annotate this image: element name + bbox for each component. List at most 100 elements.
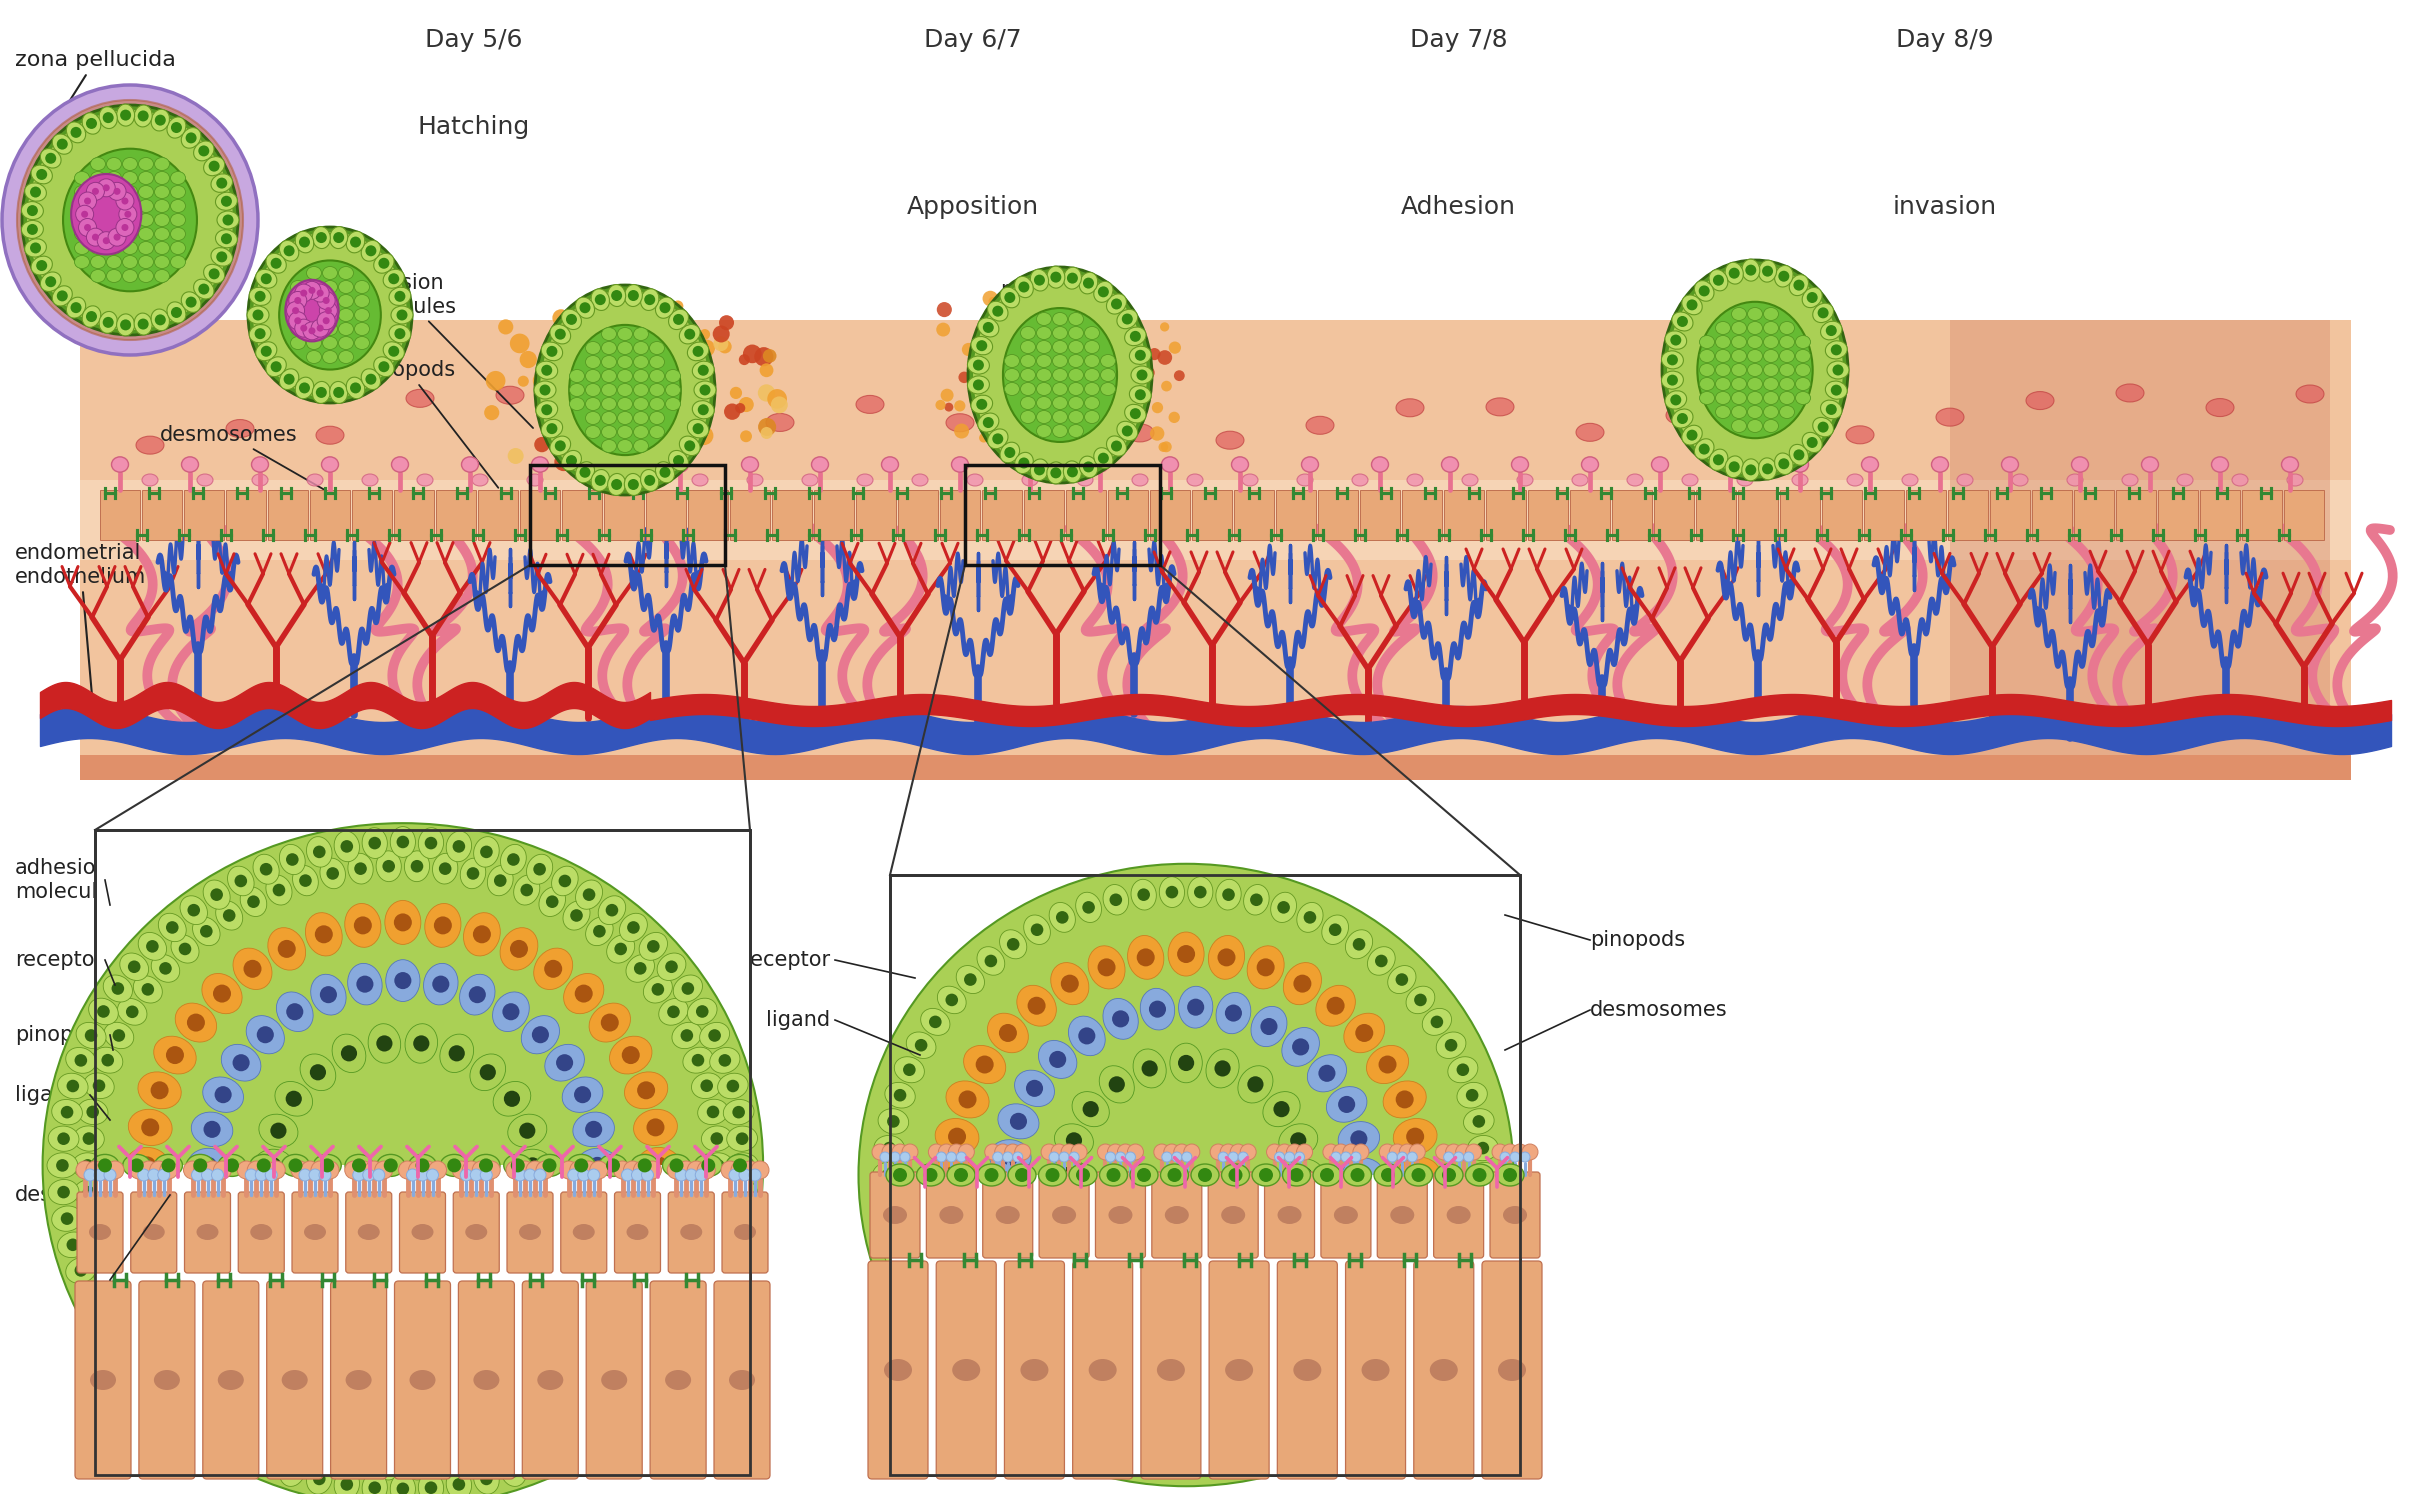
FancyBboxPatch shape [1072, 1261, 1133, 1479]
Ellipse shape [1315, 985, 1356, 1026]
Ellipse shape [1062, 267, 1082, 288]
Ellipse shape [1021, 411, 1036, 423]
Circle shape [972, 356, 987, 372]
FancyBboxPatch shape [1208, 1261, 1269, 1479]
Circle shape [652, 983, 664, 995]
Ellipse shape [617, 426, 632, 439]
FancyBboxPatch shape [185, 1192, 231, 1273]
Bar [2074, 490, 2115, 539]
Circle shape [1522, 1144, 1539, 1159]
Circle shape [1067, 466, 1077, 478]
Circle shape [1303, 911, 1315, 923]
Ellipse shape [951, 457, 968, 472]
FancyBboxPatch shape [78, 1192, 124, 1273]
Circle shape [532, 1026, 549, 1043]
Circle shape [97, 232, 114, 249]
Circle shape [999, 414, 1009, 423]
Circle shape [610, 459, 625, 474]
Circle shape [1354, 1309, 1374, 1327]
Ellipse shape [1164, 1206, 1189, 1224]
Ellipse shape [321, 858, 345, 889]
Ellipse shape [139, 1370, 168, 1398]
Circle shape [255, 291, 265, 302]
Ellipse shape [542, 342, 562, 360]
Ellipse shape [139, 157, 153, 170]
Ellipse shape [1023, 1406, 1050, 1436]
Ellipse shape [70, 173, 141, 254]
Ellipse shape [644, 976, 673, 1002]
Circle shape [549, 1174, 571, 1198]
Bar [1570, 490, 1609, 539]
Ellipse shape [139, 185, 153, 199]
Ellipse shape [1179, 986, 1213, 1028]
Circle shape [634, 962, 647, 974]
Ellipse shape [649, 369, 664, 382]
Ellipse shape [625, 1071, 669, 1109]
Ellipse shape [588, 1289, 630, 1328]
Ellipse shape [289, 323, 306, 336]
Ellipse shape [977, 412, 999, 432]
Ellipse shape [1682, 474, 1697, 486]
Circle shape [418, 1161, 438, 1179]
Ellipse shape [537, 1370, 564, 1389]
Circle shape [309, 1064, 326, 1080]
Ellipse shape [598, 1155, 627, 1176]
Ellipse shape [1758, 457, 1777, 480]
Circle shape [170, 123, 182, 133]
Circle shape [1082, 1233, 1099, 1249]
Ellipse shape [1130, 1440, 1157, 1470]
Bar [1485, 490, 1527, 539]
Circle shape [1164, 1452, 1179, 1464]
Ellipse shape [1797, 391, 1811, 405]
Circle shape [287, 853, 299, 867]
Ellipse shape [306, 336, 321, 350]
Circle shape [698, 405, 710, 415]
Ellipse shape [987, 1297, 1028, 1337]
Ellipse shape [486, 1436, 513, 1466]
Circle shape [1415, 1343, 1427, 1357]
Circle shape [316, 312, 335, 330]
Ellipse shape [1247, 946, 1284, 989]
Circle shape [1352, 1152, 1361, 1162]
Ellipse shape [1313, 1164, 1342, 1186]
Ellipse shape [1094, 448, 1113, 469]
Circle shape [1050, 1152, 1060, 1162]
Circle shape [396, 835, 408, 849]
Text: pinopods: pinopods [360, 360, 498, 489]
Circle shape [1305, 1183, 1327, 1206]
Ellipse shape [1762, 321, 1779, 335]
Ellipse shape [267, 928, 306, 970]
Circle shape [297, 1183, 314, 1200]
Circle shape [552, 309, 569, 327]
Ellipse shape [513, 875, 540, 905]
Ellipse shape [639, 932, 669, 961]
Circle shape [1395, 1364, 1408, 1377]
Ellipse shape [88, 1306, 119, 1333]
Circle shape [1116, 1152, 1126, 1162]
Ellipse shape [107, 227, 122, 241]
FancyBboxPatch shape [1096, 1171, 1145, 1258]
Ellipse shape [2232, 474, 2249, 486]
Circle shape [88, 1106, 100, 1118]
Bar [530, 465, 724, 565]
Ellipse shape [433, 1446, 457, 1478]
Circle shape [717, 341, 732, 354]
Ellipse shape [1128, 1370, 1164, 1415]
Circle shape [566, 1182, 586, 1200]
Circle shape [367, 1180, 387, 1200]
Circle shape [955, 1152, 968, 1162]
Circle shape [1490, 1186, 1507, 1204]
Ellipse shape [1748, 308, 1762, 321]
Ellipse shape [999, 287, 1019, 308]
Circle shape [248, 1183, 267, 1203]
Circle shape [681, 1029, 693, 1041]
Circle shape [46, 276, 56, 287]
Ellipse shape [625, 474, 642, 496]
Ellipse shape [1242, 474, 1257, 486]
Circle shape [637, 1158, 652, 1173]
Circle shape [214, 1328, 231, 1346]
Circle shape [1415, 994, 1427, 1007]
Circle shape [1121, 314, 1133, 324]
Ellipse shape [1169, 932, 1203, 976]
Ellipse shape [1116, 309, 1138, 329]
